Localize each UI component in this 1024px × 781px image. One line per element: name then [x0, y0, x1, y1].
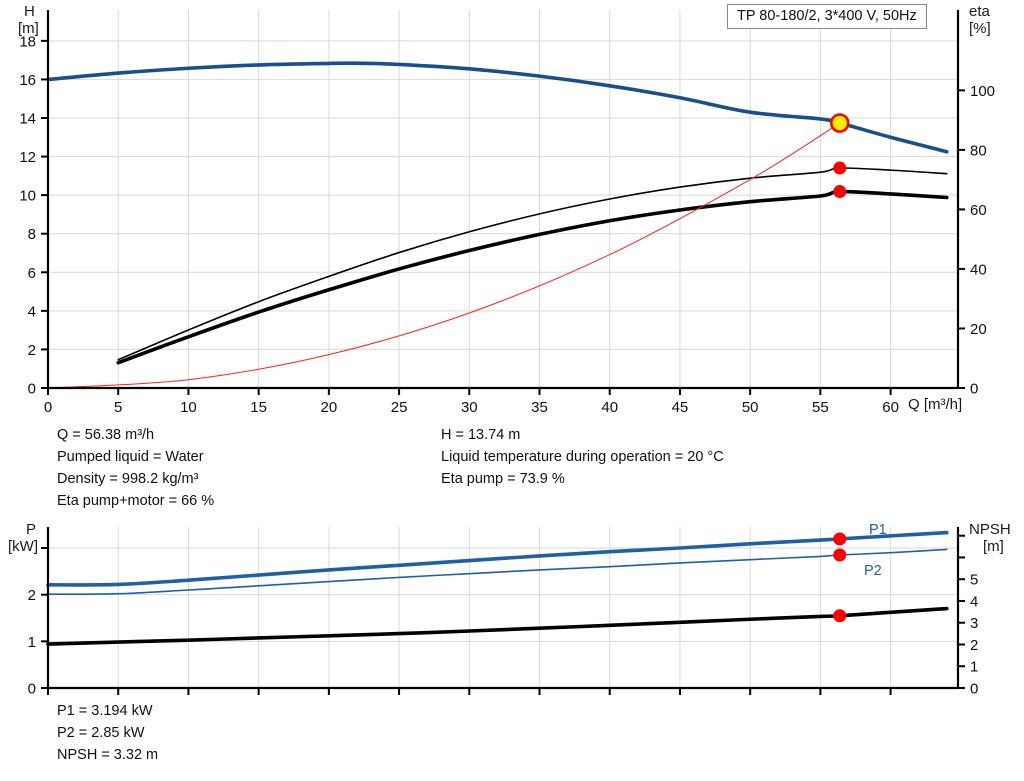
- tick-label-left: 1: [28, 634, 36, 651]
- curve-eta-pump-motor: [116, 189, 949, 365]
- tick-label-right: 3: [970, 615, 978, 632]
- tick-label-right: 60: [970, 202, 987, 219]
- tick-label-right: 0: [970, 681, 978, 698]
- tick-label-left: 0: [28, 381, 36, 398]
- info-p1: P1 = 3.194 kW: [57, 703, 153, 719]
- p1-curve-label: P1: [869, 522, 887, 538]
- info-temp: Liquid temperature during operation = 20…: [441, 449, 724, 465]
- tick-label-left: 8: [28, 226, 36, 243]
- h-axis-unit: [m]: [18, 20, 39, 37]
- curve-h-head-curve: [46, 61, 949, 154]
- tick-label-left: 14: [19, 111, 36, 128]
- tick-label-left: 12: [19, 149, 36, 166]
- tick-label-left: 0: [28, 681, 36, 698]
- eta-axis-unit: [%]: [969, 20, 991, 37]
- info-density: Density = 998.2 kg/m³: [57, 471, 199, 487]
- curve-system-duty-curve: [47, 122, 841, 389]
- h-axis-label: H: [24, 3, 35, 20]
- npsh-axis-label: NPSH: [969, 521, 1011, 538]
- pump-model-title: TP 80-180/2, 3*400 V, 50Hz: [727, 4, 927, 29]
- info-eta-pump-motor: Eta pump+motor = 66 %: [57, 493, 215, 509]
- tick-label-right: 100: [970, 83, 995, 100]
- q-axis-label: Q [m³/h]: [908, 396, 963, 413]
- tick-label-bottom: 45: [672, 399, 689, 416]
- tick-label-right: 5: [970, 572, 978, 589]
- tick-label-bottom: 5: [114, 399, 122, 416]
- tick-label-right: 1: [970, 659, 978, 676]
- info-eta-pump: Eta pump = 73.9 %: [441, 471, 565, 487]
- duty-point-npsh: [833, 609, 847, 623]
- curve-p2: [47, 548, 948, 596]
- tick-label-bottom: 25: [391, 399, 408, 416]
- eta-axis-label: eta: [969, 3, 990, 20]
- tick-label-bottom: 55: [812, 399, 829, 416]
- tick-label-bottom: 35: [531, 399, 548, 416]
- duty-point-eta-pump: [833, 161, 847, 175]
- tick-label-bottom: 30: [461, 399, 478, 416]
- tick-label-bottom: 60: [882, 399, 899, 416]
- info-p2: P2 = 2.85 kW: [57, 725, 145, 741]
- info-h: H = 13.74 m: [441, 427, 521, 443]
- duty-point-eta-pump-motor: [833, 185, 847, 199]
- tick-label-left: 6: [28, 265, 36, 282]
- p-axis-label: P: [26, 521, 37, 538]
- duty-point-p2: [833, 548, 847, 562]
- tick-label-bottom: 10: [180, 399, 197, 416]
- tick-label-bottom: 15: [250, 399, 267, 416]
- tick-label-left: 2: [28, 342, 36, 359]
- head-eta-plot: 0 2 4 6 8 10 12 14 16 18 0 20 40 60 80 100 0 5 10 15 20 25 30 3…: [19, 10, 995, 416]
- tick-label-right: 40: [970, 261, 987, 278]
- power-npsh-plot: 0 1 2 0 1 2 3 4 5: [28, 527, 978, 698]
- tick-label-bottom: 20: [321, 399, 338, 416]
- curve-npsh: [46, 606, 949, 646]
- tick-label-left: 10: [19, 188, 36, 205]
- tick-label-left: 16: [19, 72, 36, 89]
- tick-label-left: 2: [28, 587, 36, 604]
- info-q: Q = 56.38 m³/h: [57, 427, 155, 443]
- tick-label-right: 2: [970, 637, 978, 654]
- tick-label-left: 18: [19, 33, 36, 50]
- tick-label-right: 4: [970, 593, 978, 610]
- info-npsh: NPSH = 3.32 m: [57, 747, 159, 763]
- p-axis-unit: [kW]: [8, 538, 38, 555]
- tick-label-left: 4: [28, 303, 36, 320]
- tick-label-bottom: 50: [742, 399, 759, 416]
- p2-curve-label: P2: [864, 563, 882, 579]
- curve-p1: [46, 530, 949, 587]
- duty-point-p1: [833, 532, 847, 546]
- tick-label-bottom: 40: [601, 399, 618, 416]
- info-liquid: Pumped liquid = Water: [57, 449, 204, 465]
- duty-point-head: [829, 113, 850, 133]
- tick-label-right: 20: [970, 321, 987, 338]
- tick-label-right: 0: [970, 381, 978, 398]
- npsh-axis-unit: [m]: [983, 538, 1004, 555]
- tick-label-right: 80: [970, 142, 987, 159]
- tick-label-bottom: 0: [44, 399, 52, 416]
